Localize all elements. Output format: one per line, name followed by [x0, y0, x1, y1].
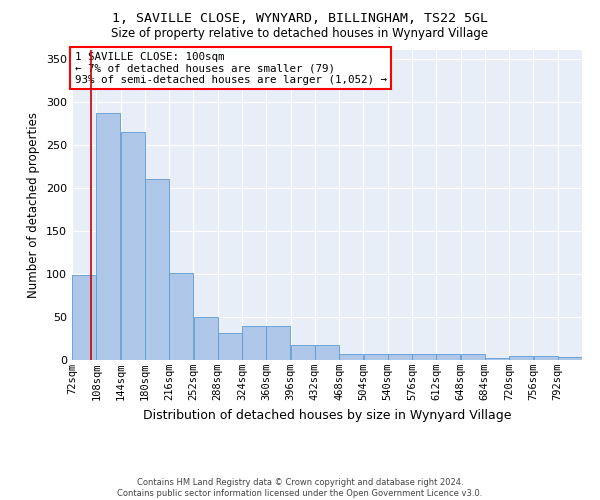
Bar [218, 334, 242, 360]
Bar [533, 356, 557, 360]
Bar [461, 354, 485, 360]
Bar [145, 179, 169, 360]
Bar [485, 358, 509, 360]
Bar [72, 275, 96, 360]
Bar [194, 317, 218, 360]
Bar [436, 354, 460, 360]
Text: 1, SAVILLE CLOSE, WYNYARD, BILLINGHAM, TS22 5GL: 1, SAVILLE CLOSE, WYNYARD, BILLINGHAM, T… [112, 12, 488, 26]
Bar [169, 273, 193, 360]
Text: Contains HM Land Registry data © Crown copyright and database right 2024.
Contai: Contains HM Land Registry data © Crown c… [118, 478, 482, 498]
Text: Size of property relative to detached houses in Wynyard Village: Size of property relative to detached ho… [112, 28, 488, 40]
Bar [315, 346, 339, 360]
Bar [509, 356, 533, 360]
Bar [364, 354, 388, 360]
Bar [266, 326, 290, 360]
Bar [340, 354, 363, 360]
Bar [97, 113, 121, 360]
Bar [412, 354, 436, 360]
Text: 1 SAVILLE CLOSE: 100sqm
← 7% of detached houses are smaller (79)
93% of semi-det: 1 SAVILLE CLOSE: 100sqm ← 7% of detached… [74, 52, 386, 84]
Y-axis label: Number of detached properties: Number of detached properties [28, 112, 40, 298]
Bar [558, 358, 582, 360]
X-axis label: Distribution of detached houses by size in Wynyard Village: Distribution of detached houses by size … [143, 408, 511, 422]
Bar [242, 326, 266, 360]
Bar [121, 132, 145, 360]
Bar [388, 354, 412, 360]
Bar [291, 346, 314, 360]
